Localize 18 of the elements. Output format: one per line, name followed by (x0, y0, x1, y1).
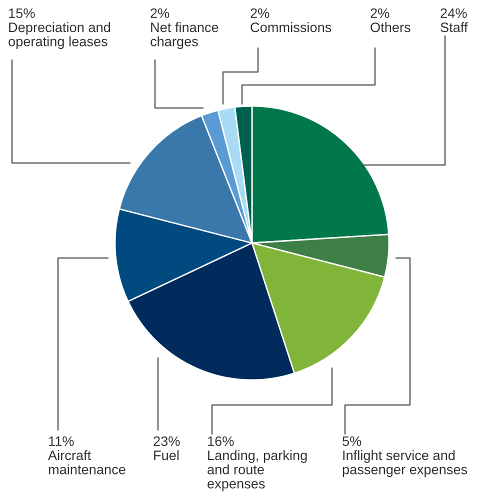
slice-label: Net finance charges (150, 22, 218, 50)
data-label: 2% (370, 8, 390, 18)
slice-label: Inflight service and passenger expenses (342, 450, 468, 478)
data-label: 15% (9, 8, 35, 18)
slice-label: Commissions (250, 22, 332, 32)
slice-label: Staff (440, 22, 468, 32)
slice-label: Fuel (154, 450, 179, 460)
data-label: 24% (440, 8, 467, 18)
data-label: 2% (250, 8, 270, 18)
data-label: 23% (154, 436, 180, 446)
slice-label: Others (370, 22, 410, 32)
slice-label: Landing, parking and route expenses (208, 450, 307, 492)
data-label: 11% (49, 436, 74, 446)
data-label: 5% (342, 436, 362, 446)
slice-label: Depreciation and operating leases (8, 22, 110, 50)
slice-label: Aircraft maintenance (48, 450, 126, 474)
data-label: 16% (208, 436, 234, 446)
data-label: 2% (150, 8, 170, 18)
